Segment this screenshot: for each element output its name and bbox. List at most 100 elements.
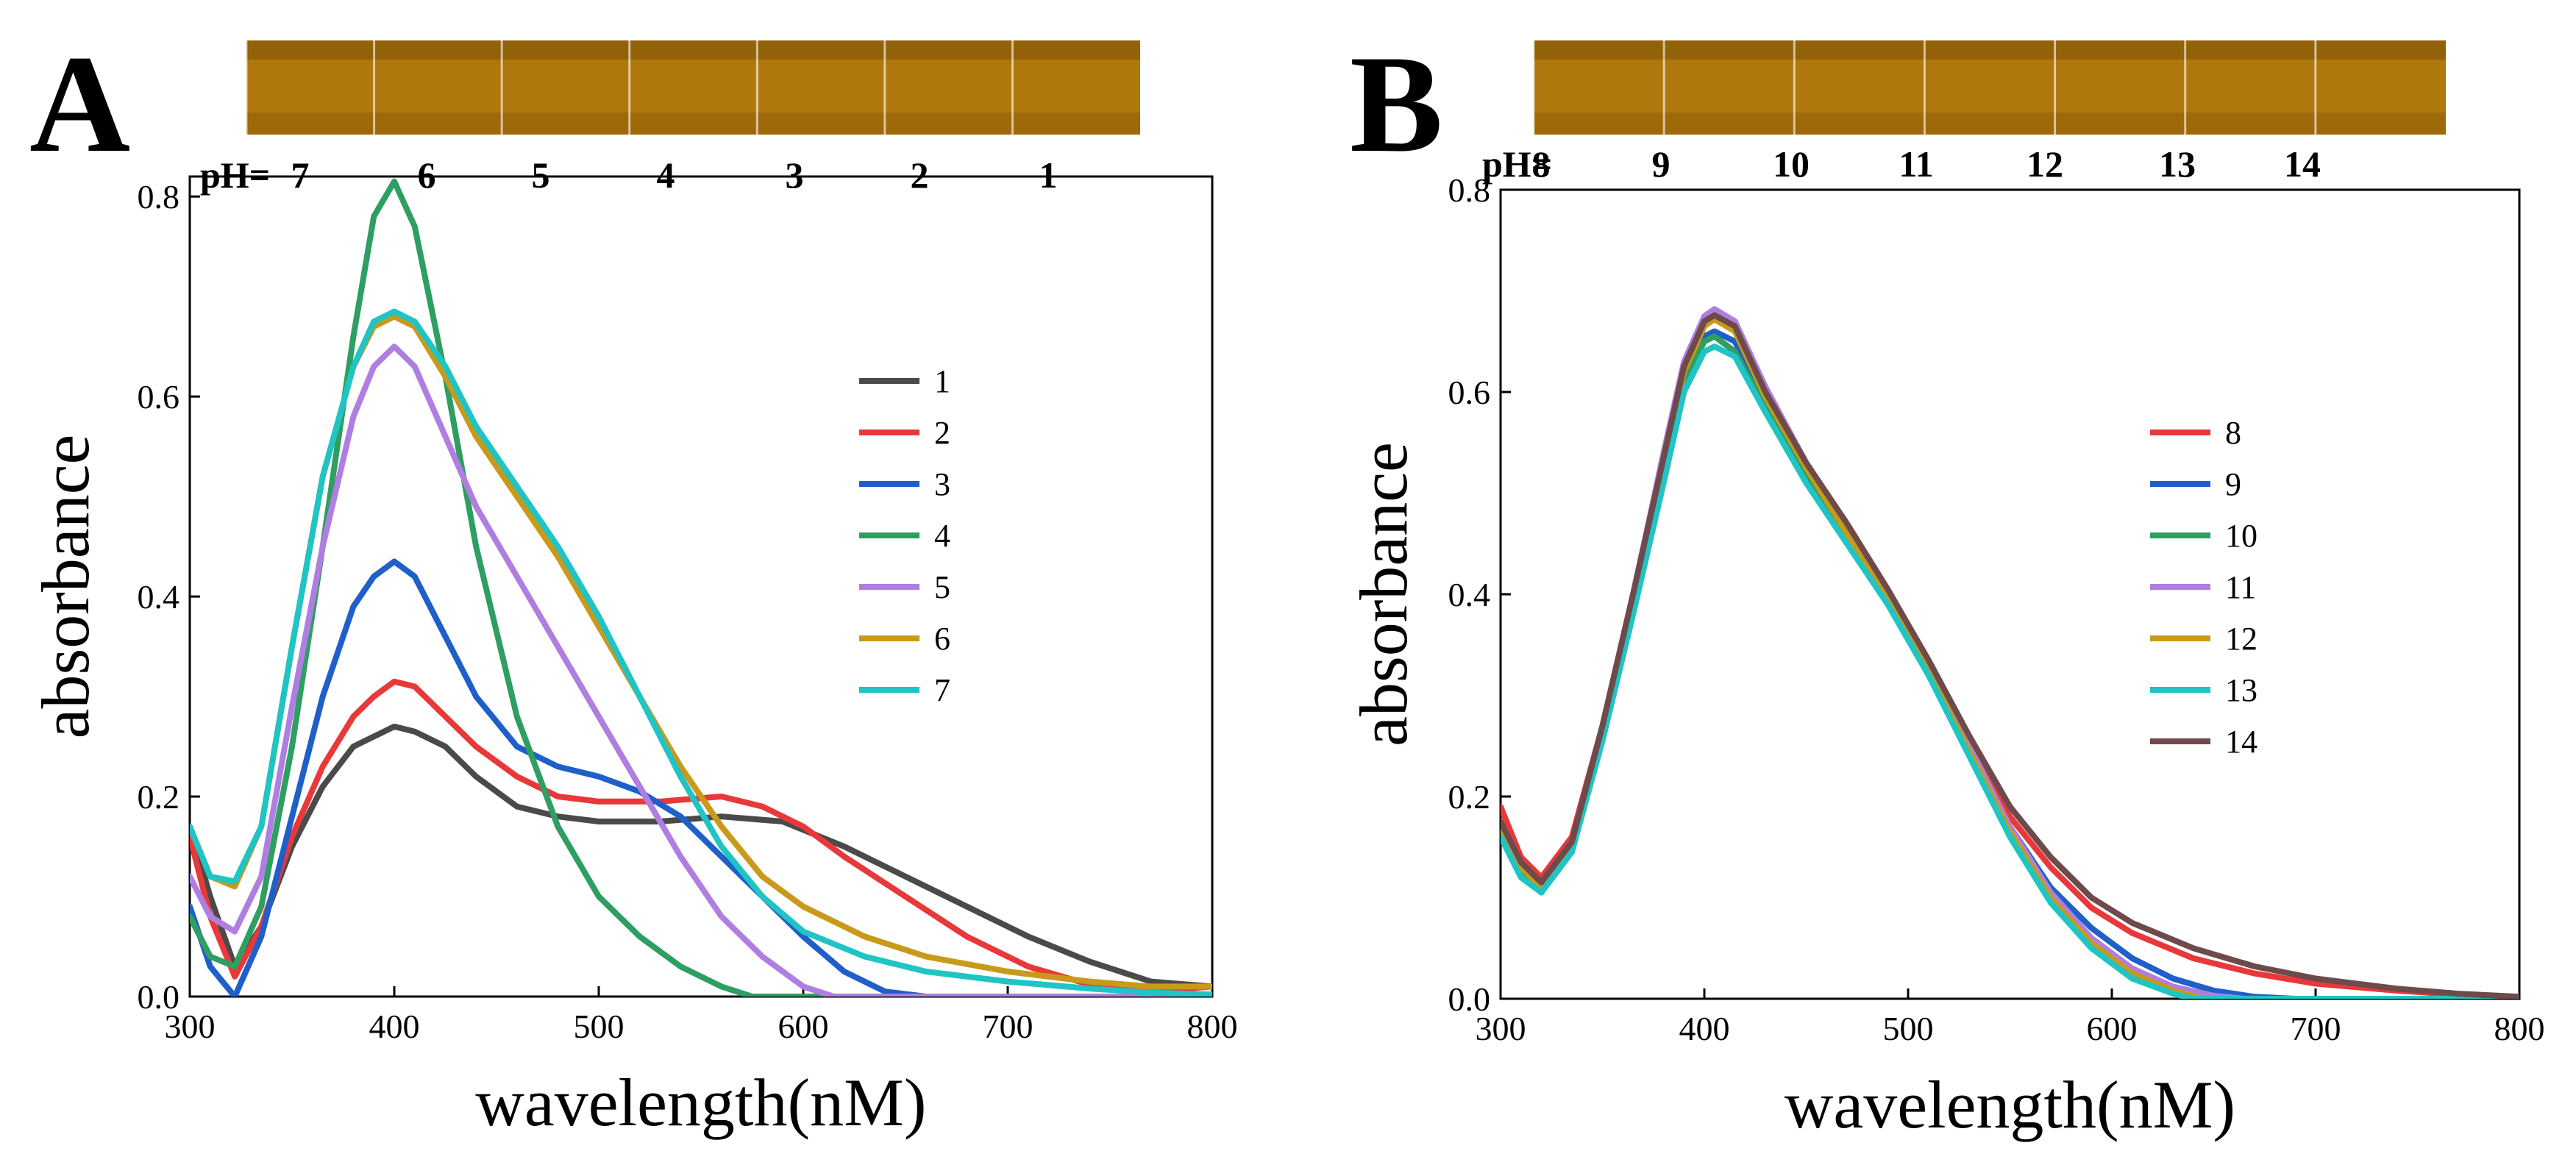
legend-label: 4 [934,518,950,554]
vial-base [1664,113,1795,135]
vial-rim [629,40,758,60]
vial-base [246,113,374,135]
vial-rim [757,40,885,60]
x-axis-label: wavelength(nM) [1785,1067,2235,1142]
vial-base [1924,113,2055,135]
vial-rim [246,40,374,60]
ph-label: 3 [786,154,804,196]
y-tick-label: 0.2 [138,778,180,816]
vial-base [757,113,885,135]
x-tick-label: 800 [1187,1008,1238,1045]
vial-rim [2185,40,2316,60]
x-tick-label: 300 [1476,1010,1526,1047]
vial-rim [374,40,502,60]
y-tick-label: 0.2 [1448,778,1491,816]
y-tick-label: 0.6 [138,378,180,416]
vial-photo-strip [245,40,1140,135]
x-tick-label: 400 [369,1008,420,1045]
y-tick-label: 0.4 [1448,576,1491,613]
series-group [190,178,1212,997]
legend-label: 14 [2225,724,2257,760]
legend-label: 5 [934,569,950,605]
y-tick-label: 0.8 [138,178,180,215]
ph-prefix: pH= [1482,143,1552,185]
vial-rim [884,40,1013,60]
x-tick-label: 600 [2087,1010,2138,1047]
legend-label: 2 [934,415,950,451]
legend: 8 9 10 11 12 13 14 [2150,415,2257,760]
x-tick-label: 800 [2494,1010,2545,1047]
y-tick-label: 0.4 [138,578,180,616]
vial-rim [2315,40,2446,60]
series-line-7 [190,308,1212,997]
ph-label: 8 [1532,143,1551,185]
ph-label: 14 [2284,143,2321,185]
x-tick-label: 600 [778,1008,829,1045]
series-line-8 [1501,313,2519,999]
plot-frame [1499,188,2521,1000]
legend-label: 1 [934,363,950,399]
series-line-11 [1501,306,2519,999]
legend-label: 11 [2225,569,2256,605]
series-line-10 [1501,333,2519,999]
series-line-12 [1501,316,2519,999]
series-line-3 [190,558,1212,997]
legend-label: 10 [2225,518,2257,554]
legend: 1 2 3 4 5 6 7 [859,363,950,708]
legend-label: 9 [2225,466,2241,502]
x-tick-label: 700 [983,1008,1033,1045]
x-axis-label: wavelength(nM) [475,1065,926,1140]
series-line-2 [190,678,1212,995]
series-line-4 [190,178,1212,997]
ph-label: 11 [1899,143,1933,185]
x-tick-label: 700 [2291,1010,2341,1047]
x-tick-label: 300 [165,1008,216,1045]
vial-base [1012,113,1140,135]
ph-label: 6 [418,154,436,196]
legend-label: 3 [934,466,950,502]
ph-label: 2 [911,154,929,196]
series-line-1 [190,723,1212,990]
vial-base [629,113,758,135]
vial-rim [1012,40,1140,60]
ph-label: 12 [2027,143,2063,185]
legend-label: 13 [2225,672,2257,708]
ph-label: 5 [532,154,550,196]
series-line-5 [190,343,1212,997]
ph-label: 1 [1039,154,1058,196]
series-line-9 [1501,328,2519,999]
vial-base [374,113,502,135]
panel-letter: B [1350,27,1443,182]
vial-rim [1664,40,1795,60]
vial-base [2315,113,2446,135]
panel-letter: A [29,27,130,182]
ph-label: 7 [291,154,310,196]
vial-rim [1794,40,1925,60]
ph-label: 13 [2159,143,2196,185]
legend-label: 7 [934,672,950,708]
x-tick-label: 500 [1883,1010,1934,1047]
ph-label: 4 [657,154,675,196]
y-tick-label: 0.0 [1448,980,1491,1018]
series-line-13 [1501,343,2519,999]
legend-label: 8 [2225,415,2241,451]
vial-photo-strip [1532,40,2446,135]
y-tick-label: 0.0 [138,978,180,1016]
vial-rim [1924,40,2055,60]
y-axis-label: absorbance [1346,442,1421,746]
series-line-14 [1501,312,2519,999]
y-tick-label: 0.8 [1448,171,1491,209]
ph-label: 9 [1652,143,1671,185]
vial-base [1534,113,1665,135]
legend-label: 6 [934,621,950,657]
vial-base [1794,113,1925,135]
vial-rim [2054,40,2185,60]
ph-prefix: pH= [200,154,270,196]
vial-rim [502,40,630,60]
legend-label: 12 [2225,621,2257,657]
plot-frame [188,175,1214,998]
y-tick-label: 0.6 [1448,374,1491,411]
vial-rim [1534,40,1665,60]
